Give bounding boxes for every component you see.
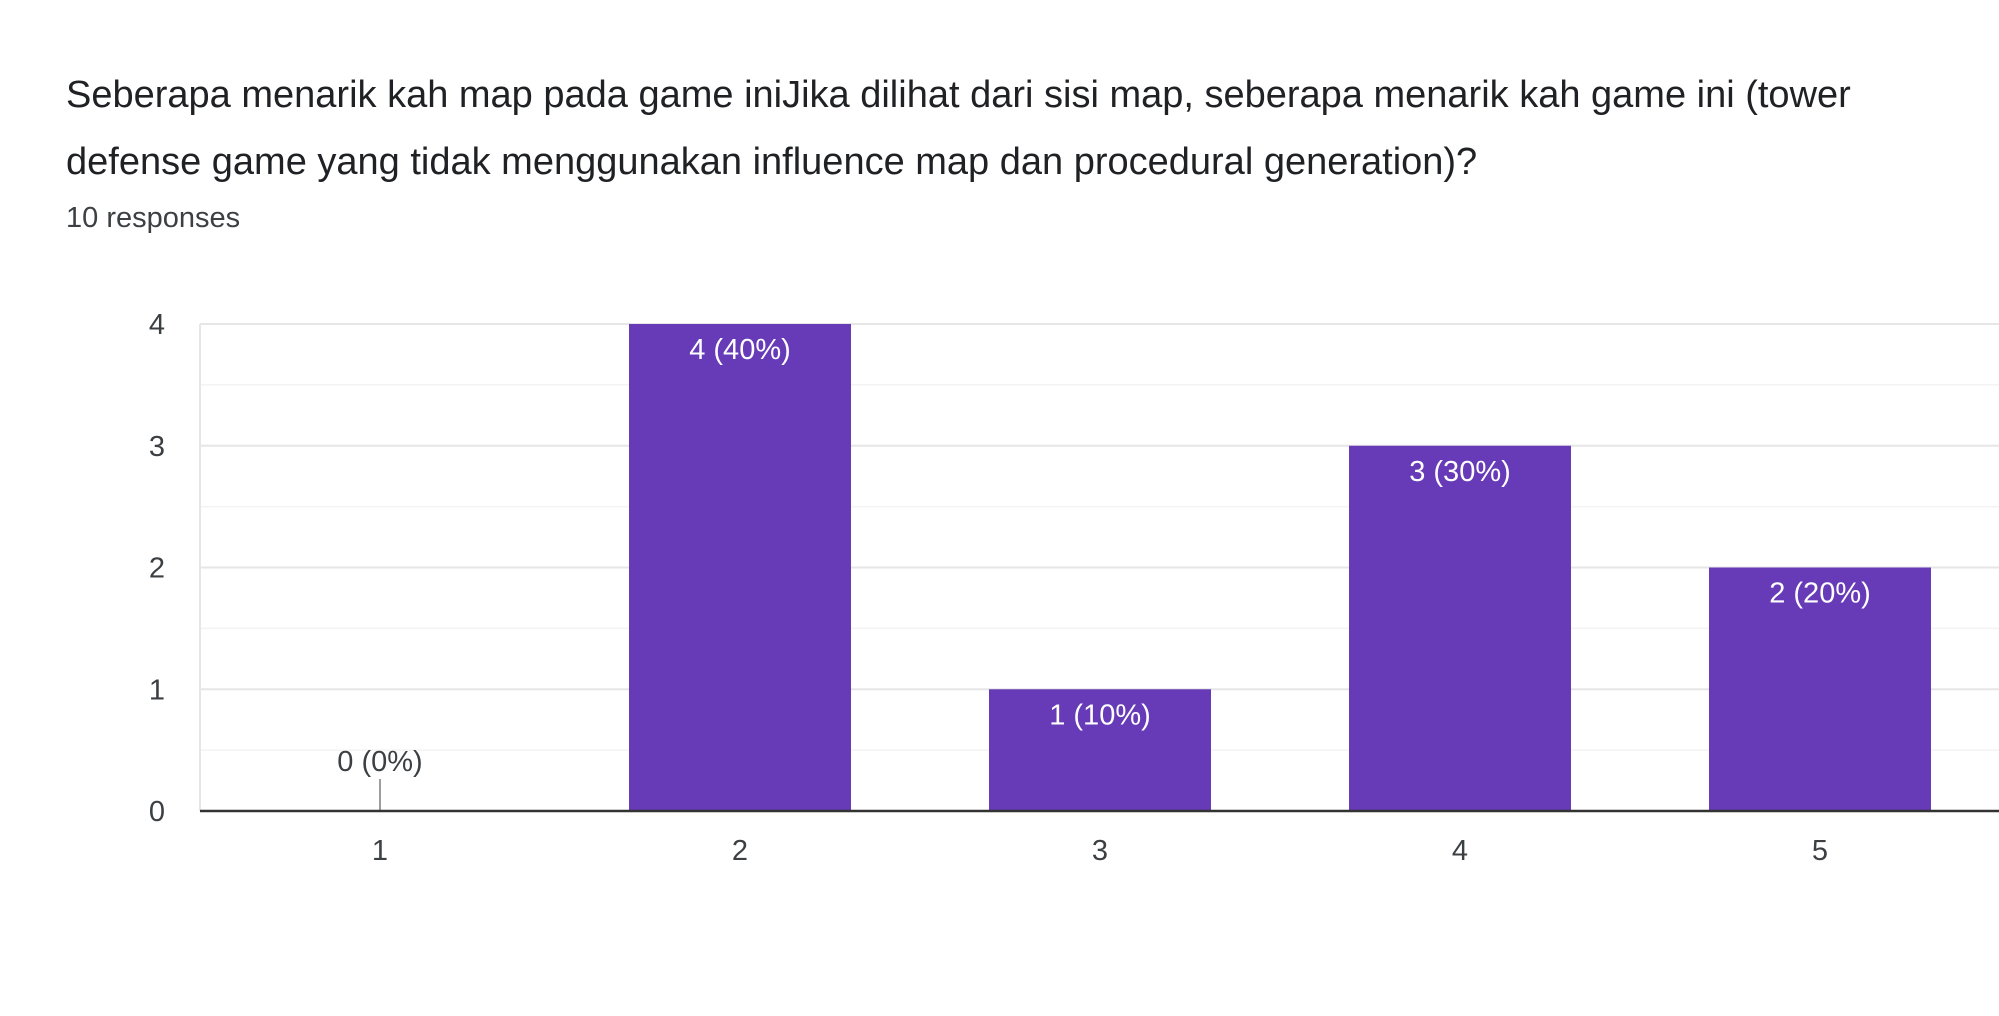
response-count: 10 responses <box>66 202 241 234</box>
x-tick-label: 3 <box>1092 835 1108 867</box>
question-header: Seberapa menarik kah map pada game iniJi… <box>66 62 1966 235</box>
x-tick-label: 4 <box>1452 835 1468 867</box>
gridlines <box>199 323 1999 811</box>
data-label: 1 (10%) <box>1049 699 1151 731</box>
data-label: 4 (40%) <box>689 334 791 366</box>
bar-4 <box>1349 445 1571 811</box>
bar-3 <box>989 689 1211 811</box>
y-tick-label: 4 <box>149 309 165 341</box>
bar-5 <box>1709 567 1931 811</box>
y-tick-label: 3 <box>149 431 165 463</box>
x-tick-label: 1 <box>372 835 388 867</box>
x-tick-label: 2 <box>732 835 748 867</box>
data-label: 2 (20%) <box>1769 578 1871 610</box>
data-label: 0 (0%) <box>337 746 422 778</box>
y-tick-label: 0 <box>149 796 165 828</box>
data-label: 3 (30%) <box>1409 456 1511 488</box>
bars <box>379 324 1931 811</box>
bar-2 <box>629 324 851 811</box>
y-tick-label: 1 <box>149 674 165 706</box>
x-tick-label: 5 <box>1812 835 1828 867</box>
y-tick-label: 2 <box>149 553 165 585</box>
labels: 0 1 2 3 4 0 (0%) 1 4 (40%) 2 1 (10%) 3 3 (30%) 4 2 (2… <box>149 309 1871 867</box>
question-title: Seberapa menarik kah map pada game iniJi… <box>66 74 1851 183</box>
